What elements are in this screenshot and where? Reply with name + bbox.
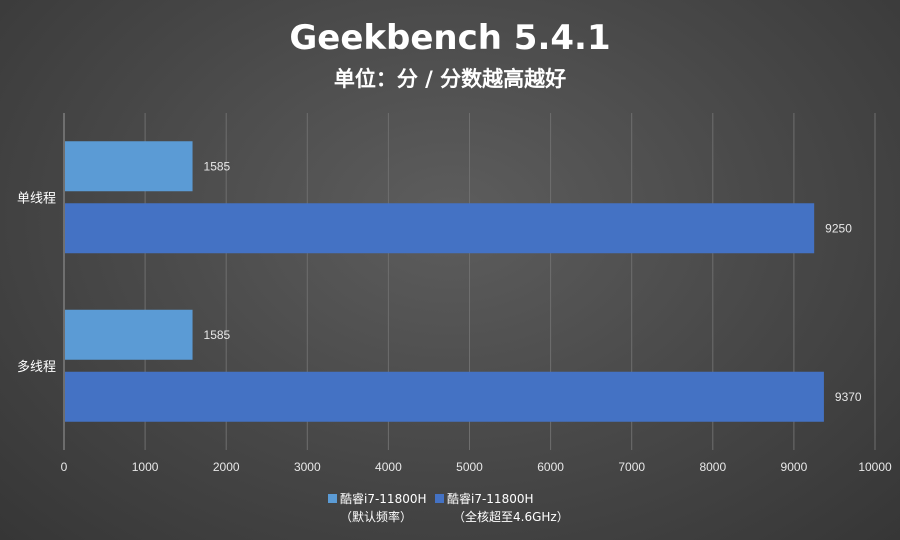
data-label-2-series-1: 1585	[204, 328, 231, 342]
x-tick-label-9000: 9000	[781, 460, 808, 474]
legend-swatch-1	[328, 494, 337, 503]
chart-title: Geekbench 5.4.1	[289, 18, 610, 58]
x-tick-label-3000: 3000	[294, 460, 321, 474]
x-tick-label-4000: 4000	[375, 460, 402, 474]
x-tick-label-6000: 6000	[537, 460, 564, 474]
legend-swatch-2	[435, 494, 444, 503]
x-axis-ticks: 0 1000 2000 3000 4000 5000 6000 7000 8000 9000 100…	[61, 460, 892, 474]
x-tick-label-10000: 10000	[858, 460, 892, 474]
x-tick-label-8000: 8000	[699, 460, 726, 474]
bar-1-series-1	[65, 141, 193, 192]
bar-2-series-1	[65, 309, 193, 360]
category-label-2: 多线程	[17, 359, 56, 375]
x-tick-label-5000: 5000	[456, 460, 483, 474]
legend-label-2: 酷睿i7-11800H	[447, 491, 534, 506]
data-label-2-series-2: 9370	[835, 390, 862, 404]
legend-label-1-line2: （默认频率）	[340, 509, 412, 524]
x-tick-label-1000: 1000	[132, 460, 159, 474]
data-label-1-series-2: 9250	[825, 221, 852, 235]
data-label-1-series-1: 1585	[204, 159, 231, 173]
bar-1-series-2	[65, 203, 815, 254]
bars: 1585 9250 1585 9370	[65, 141, 862, 422]
legend-label-2-line2: （全核超至4.6GHz）	[453, 509, 569, 524]
x-tick-label-0: 0	[61, 460, 68, 474]
category-label-1: 单线程	[17, 191, 56, 206]
legend: 酷睿i7-11800H （默认频率） 酷睿i7-11800H （全核超至4.6GHz）	[328, 491, 569, 524]
bar-2-series-2	[65, 371, 824, 422]
legend-label-1: 酷睿i7-11800H	[340, 491, 427, 506]
x-tick-label-7000: 7000	[618, 460, 645, 474]
x-tick-label-2000: 2000	[213, 460, 240, 474]
chart-subtitle: 单位：分 / 分数越高越好	[334, 67, 566, 91]
